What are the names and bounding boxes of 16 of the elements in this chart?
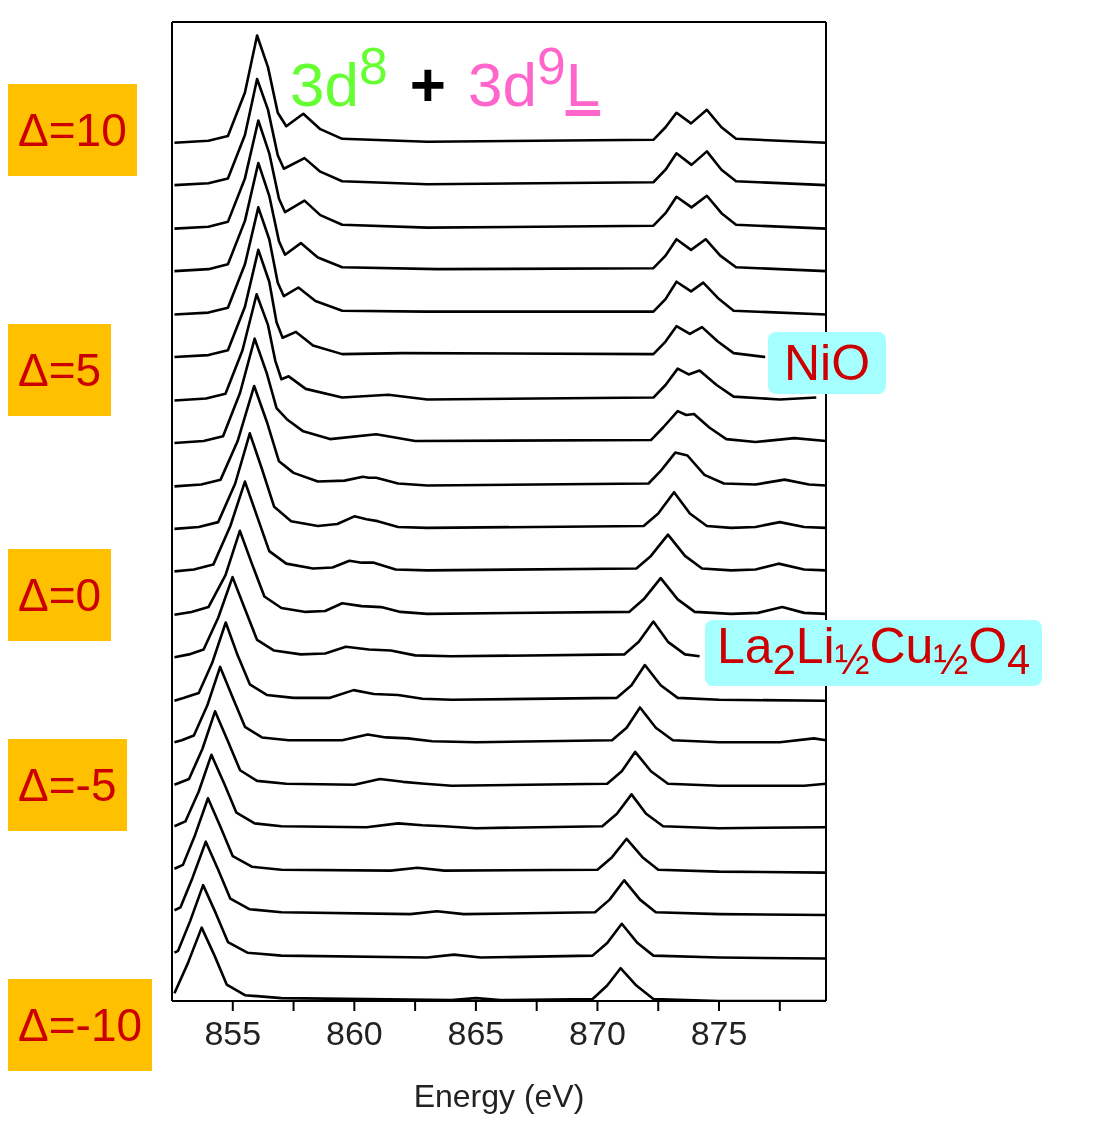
x-axis-title: Energy (eV) [413, 1078, 585, 1114]
x-tick-label: 875 [690, 1014, 748, 1053]
x-tick-label: 855 [204, 1014, 262, 1053]
annotation: La$_{2}$Li$_{½}$Cu$_{½}$O$_{4}$ [717, 618, 1031, 683]
annotation: NiO [784, 335, 871, 391]
text: Δ=-5 [18, 759, 117, 811]
text: Δ=10 [18, 104, 127, 156]
annotation: + [409, 49, 446, 119]
text: Δ=-10 [18, 999, 143, 1051]
text: Δ=0 [18, 569, 102, 621]
x-tick-label: 865 [447, 1014, 505, 1053]
annotation: 3d$^{8}$ [290, 37, 388, 119]
x-tick-label: 860 [325, 1014, 383, 1053]
text: Δ=5 [18, 344, 102, 396]
x-tick-label: 870 [569, 1014, 626, 1053]
annotation: 3d$^{9}$L [467, 37, 601, 119]
